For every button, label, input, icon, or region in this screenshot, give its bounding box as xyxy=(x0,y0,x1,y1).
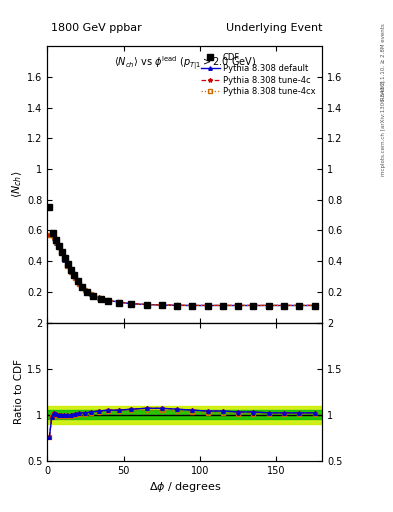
Legend: CDF, Pythia 8.308 default, Pythia 8.308 tune-4c, Pythia 8.308 tune-4cx: CDF, Pythia 8.308 default, Pythia 8.308 … xyxy=(199,50,318,99)
Text: Rivet 3.1.10, ≥ 2.8M events: Rivet 3.1.10, ≥ 2.8M events xyxy=(381,23,386,100)
Text: 1800 GeV ppbar: 1800 GeV ppbar xyxy=(51,23,142,33)
Y-axis label: Ratio to CDF: Ratio to CDF xyxy=(14,359,24,424)
Text: $\langle N_{ch}\rangle$ vs $\phi^{\rm lead}$ ($p_{T|1} > 2.0$ GeV): $\langle N_{ch}\rangle$ vs $\phi^{\rm le… xyxy=(114,54,256,72)
Text: mcplots.cern.ch [arXiv:1306.3436]: mcplots.cern.ch [arXiv:1306.3436] xyxy=(381,80,386,176)
Text: Underlying Event: Underlying Event xyxy=(226,23,322,33)
X-axis label: $\Delta\phi$ / degrees: $\Delta\phi$ / degrees xyxy=(149,480,221,494)
Y-axis label: $\langle N_{ch} \rangle$: $\langle N_{ch} \rangle$ xyxy=(11,170,24,198)
